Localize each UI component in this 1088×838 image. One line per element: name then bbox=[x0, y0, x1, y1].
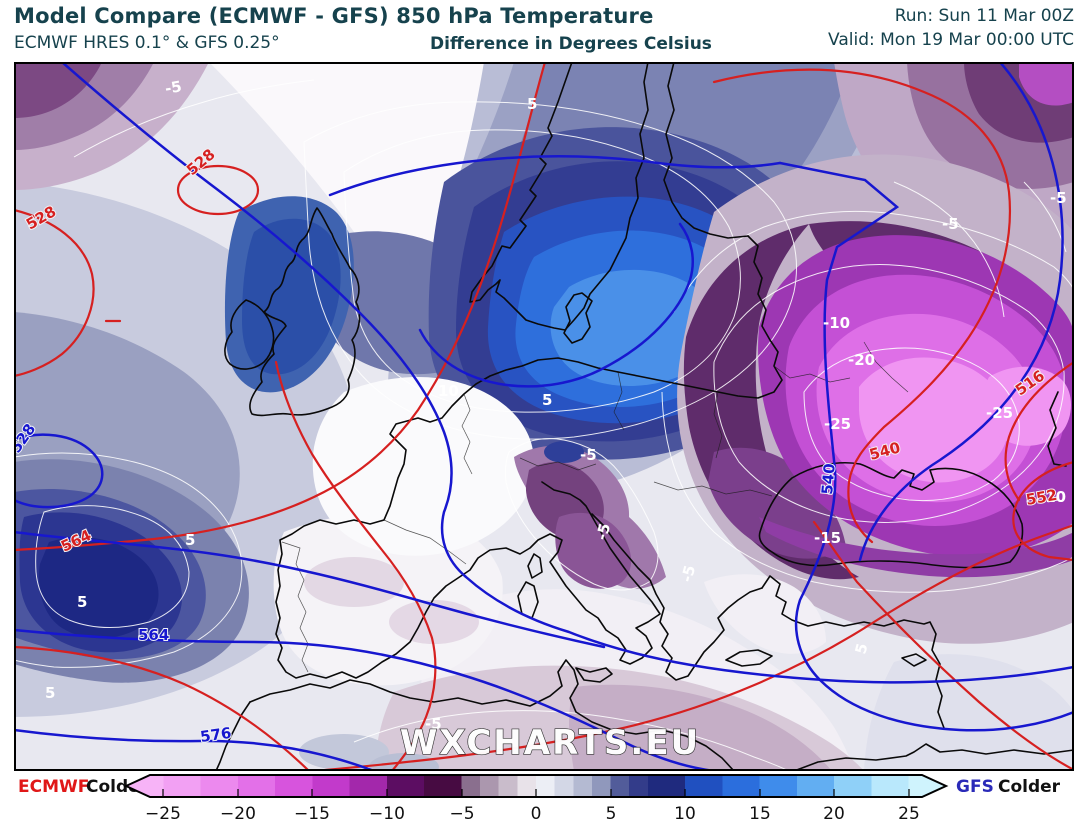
diff-label: -25 bbox=[986, 404, 1013, 422]
colorbar: ECMWF Colder GFS Colder −25 −20 −15 −10 … bbox=[0, 771, 1088, 834]
coastlines bbox=[215, 61, 1075, 772]
colorbar-ticks bbox=[162, 789, 910, 797]
diff-label: -10 bbox=[1039, 488, 1066, 506]
difference-contour-lines bbox=[13, 79, 1075, 772]
weather-map: -5 5 -5 -5 10 5 -5 -5 -10 -20 -25 -25 -1… bbox=[6, 60, 1076, 781]
difference-shading bbox=[14, 62, 1074, 781]
run-valid-block: Run: Sun 11 Mar 00Z Valid: Mon 19 Mar 00… bbox=[828, 4, 1074, 52]
tick-label: −15 bbox=[294, 804, 330, 824]
colorbar-tick-labels: −25 −20 −15 −10 −5 0 5 10 15 20 25 bbox=[145, 804, 920, 824]
units-subtitle: Difference in Degrees Celsius bbox=[430, 34, 712, 54]
valid-time-label: Valid: Mon 19 Mar 00:00 UTC bbox=[828, 30, 1074, 50]
diff-label: 5 bbox=[185, 531, 195, 549]
diff-label: -5 bbox=[942, 215, 959, 233]
colorbar-canvas: ECMWF Colder GFS Colder −25 −20 −15 −10 … bbox=[18, 774, 1061, 824]
map-border bbox=[14, 62, 1074, 771]
tick-label: 25 bbox=[898, 804, 920, 824]
tick-label: −10 bbox=[369, 804, 405, 824]
country-borders bbox=[281, 341, 909, 673]
map-canvas: -5 5 -5 -5 10 5 -5 -5 -10 -20 -25 -25 -1… bbox=[6, 60, 1076, 781]
diff-label: -5 bbox=[164, 77, 184, 98]
model-resolution-subtitle: ECMWF HRES 0.1° & GFS 0.25° bbox=[14, 33, 280, 53]
diff-label: 5 bbox=[851, 641, 871, 656]
watermark: WXCHARTS.EU bbox=[400, 723, 700, 763]
gfs-height-lines bbox=[12, 60, 1076, 773]
tick-label: 0 bbox=[531, 804, 542, 824]
tick-label: −25 bbox=[145, 804, 181, 824]
page-title: Model Compare (ECMWF - GFS) 850 hPa Temp… bbox=[14, 4, 654, 28]
diff-label: 5 bbox=[542, 391, 552, 409]
tick-label: 20 bbox=[823, 804, 845, 824]
gfs-height-label: 540 bbox=[818, 463, 839, 496]
colorbar-scale bbox=[123, 774, 949, 798]
tick-label: 5 bbox=[606, 804, 617, 824]
tick-label: 15 bbox=[749, 804, 771, 824]
diff-label: -10 bbox=[823, 314, 850, 332]
diff-label: 5 bbox=[527, 95, 537, 113]
ecmwf-colder-model: ECMWF bbox=[18, 777, 89, 797]
diff-label: -5 bbox=[580, 446, 597, 464]
run-time-label: Run: Sun 11 Mar 00Z bbox=[894, 6, 1074, 26]
diff-label: -5 bbox=[425, 715, 442, 733]
diff-label: -5 bbox=[677, 563, 699, 584]
diff-label: 10 bbox=[438, 382, 459, 400]
gfs-height-label: 564 bbox=[138, 626, 169, 644]
tick-label: −20 bbox=[220, 804, 256, 824]
diff-label: -25 bbox=[824, 415, 851, 433]
gfs-colder-model: GFS bbox=[956, 777, 994, 797]
diff-label: 5 bbox=[77, 593, 87, 611]
diff-label: -5 bbox=[592, 521, 614, 542]
tick-label: 10 bbox=[674, 804, 696, 824]
diff-label: 5 bbox=[45, 684, 55, 702]
ecmwf-height-lines bbox=[12, 60, 1076, 773]
diff-label: -20 bbox=[848, 351, 875, 369]
diff-label: -15 bbox=[814, 529, 841, 547]
tick-label: −5 bbox=[449, 804, 474, 824]
gfs-colder-word: Colder bbox=[998, 777, 1061, 797]
diff-label: -5 bbox=[1050, 189, 1067, 207]
